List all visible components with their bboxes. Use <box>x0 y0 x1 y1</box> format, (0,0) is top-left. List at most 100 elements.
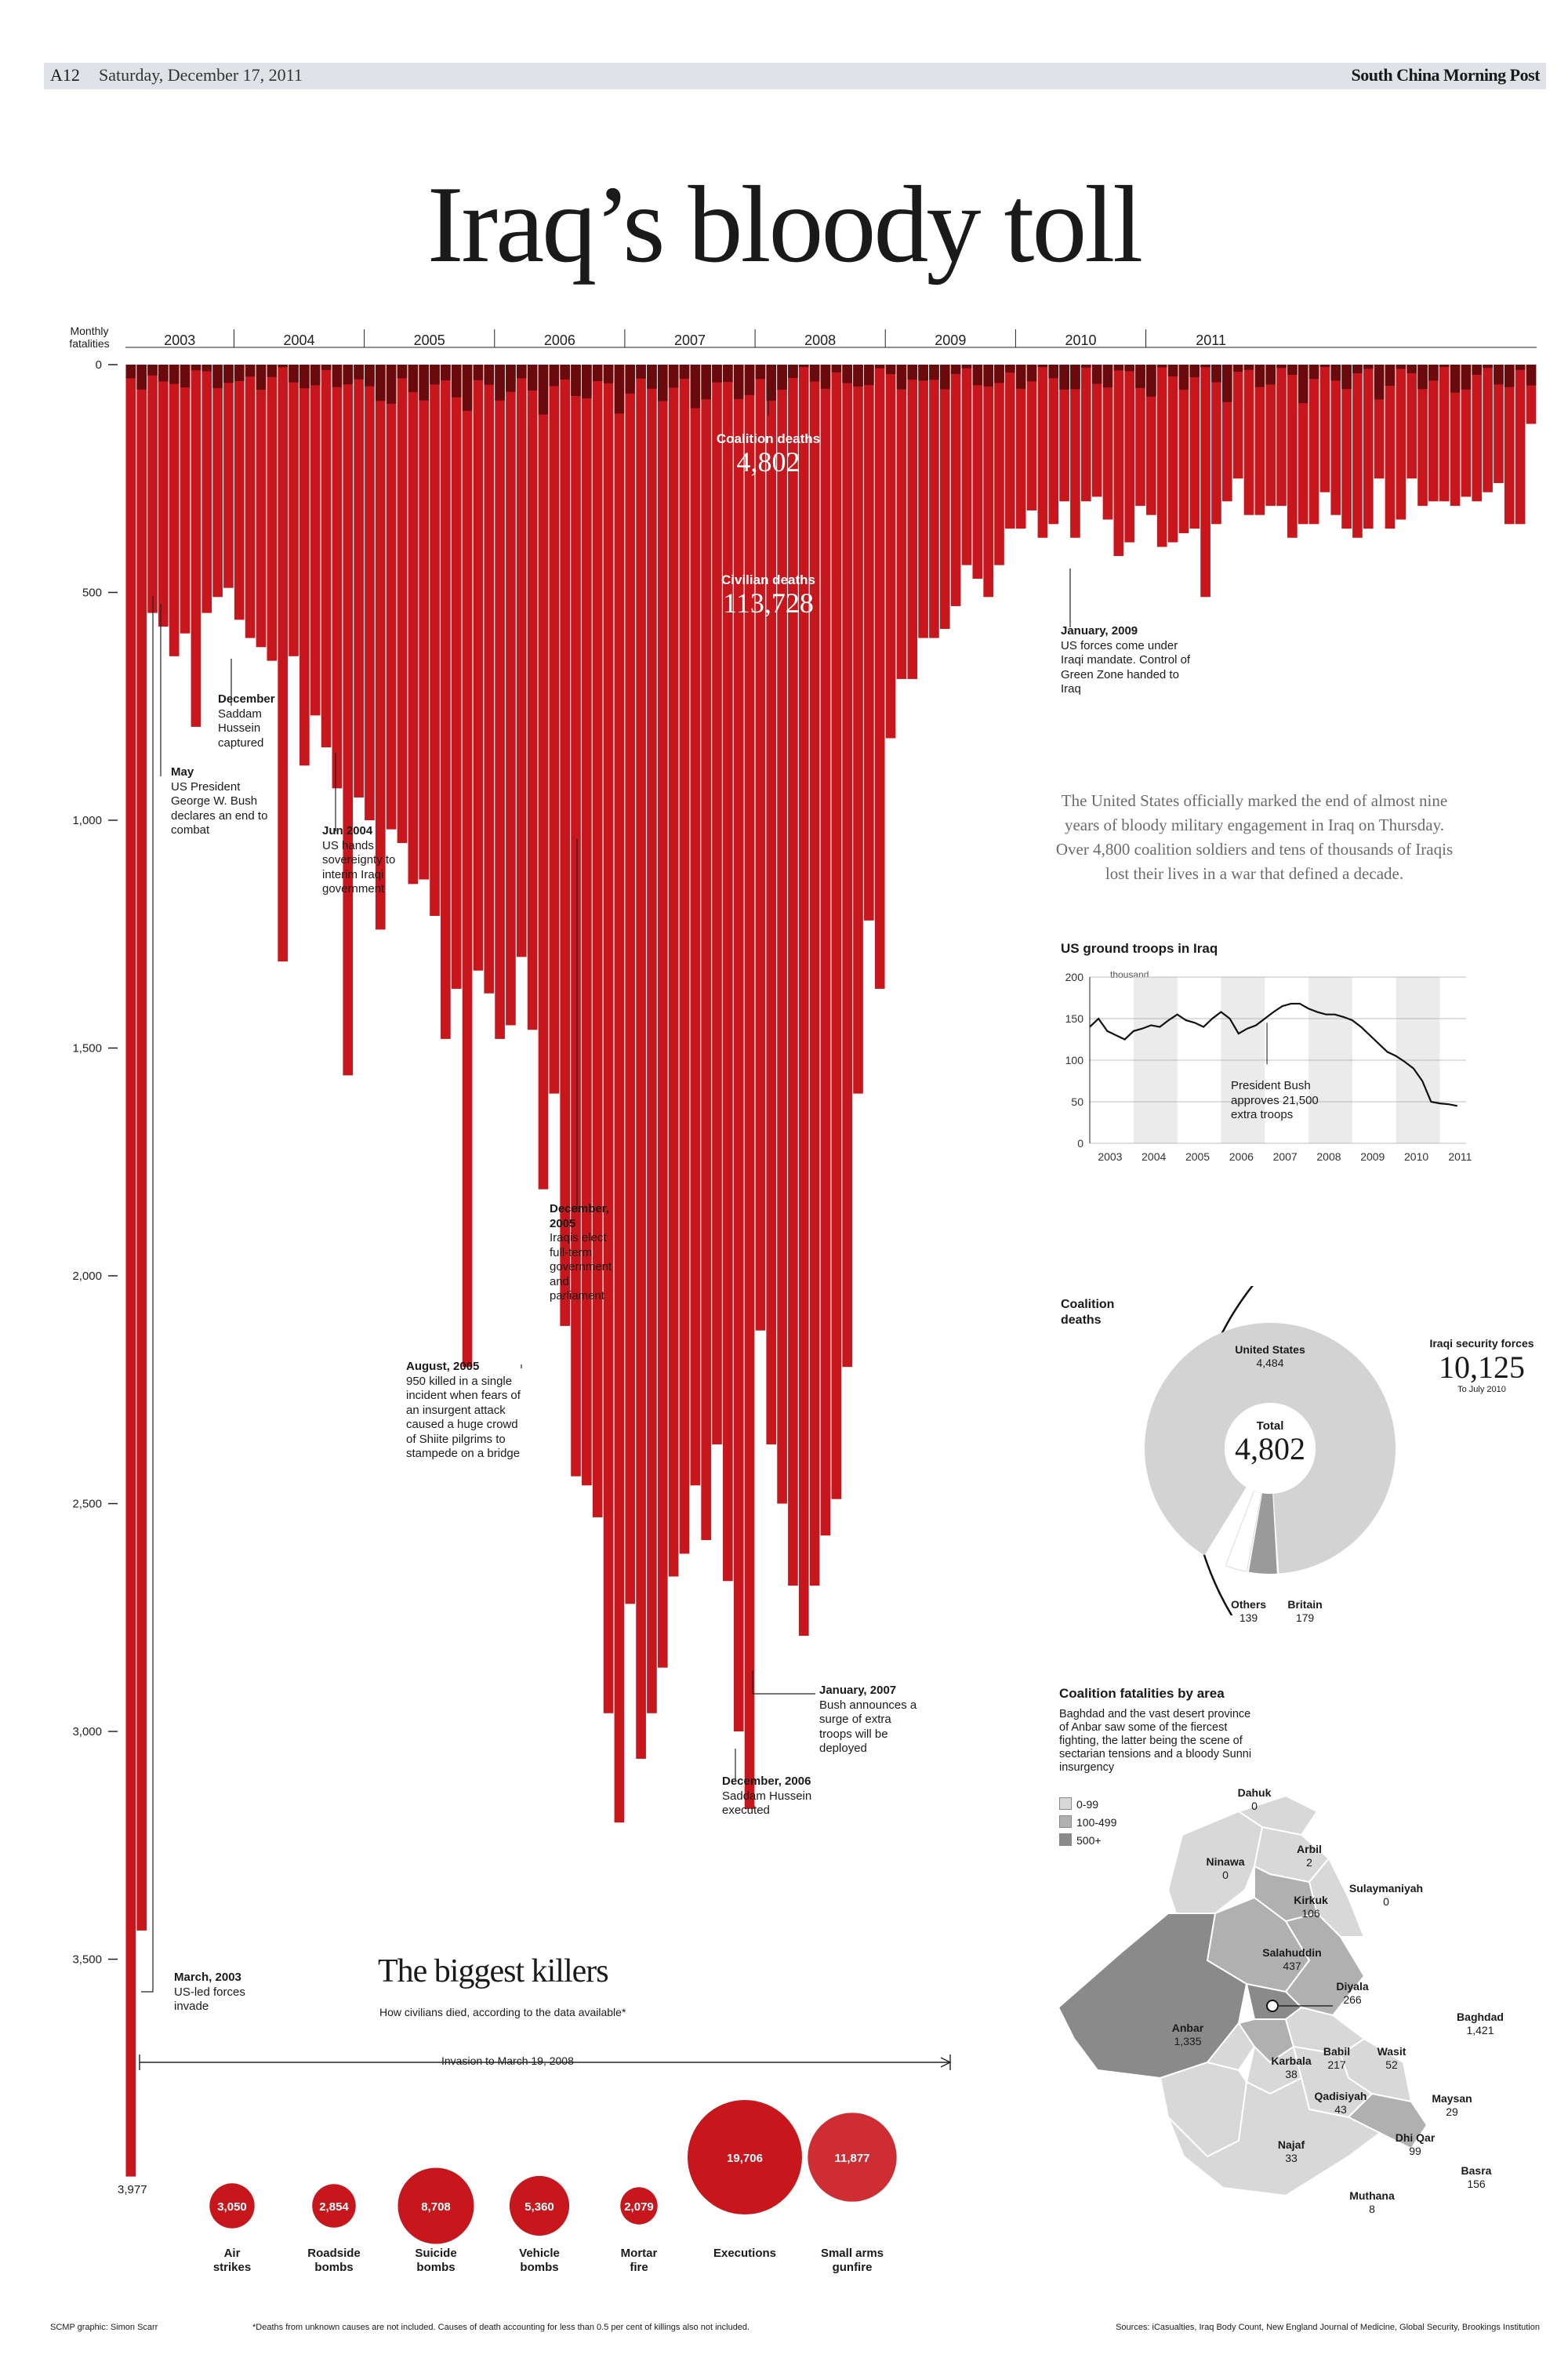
civilian-bar <box>1178 365 1189 533</box>
civilian-total-label: Civilian deaths <box>721 572 815 587</box>
annotation-leader <box>141 596 154 1993</box>
civilian-bar <box>657 365 668 1668</box>
region-name: Dahuk <box>1237 1786 1272 1799</box>
coalition-bar <box>397 365 408 379</box>
civilian-bar <box>755 365 766 1331</box>
coalition-bar <box>1026 365 1037 382</box>
region-name: Najaf <box>1277 2138 1305 2151</box>
civilian-bar <box>180 365 191 634</box>
x-tick-label: 2008 <box>1316 1150 1341 1163</box>
annotation-head: May <box>171 765 194 779</box>
annotation-body: Iraqis elect full-term government and pa… <box>550 1231 612 1302</box>
coalition-bar <box>245 365 256 377</box>
coalition-bar <box>1265 365 1276 385</box>
coalition-bar <box>441 365 451 381</box>
annotation-head: January, 2009 <box>1061 624 1138 638</box>
coalition-bar <box>1037 365 1048 368</box>
coalition-bar <box>1167 365 1178 377</box>
region-value: 1,421 <box>1466 2024 1494 2036</box>
civilian-bar <box>907 365 918 679</box>
civilian-bar <box>831 365 842 1499</box>
region-value: 106 <box>1301 1907 1320 1920</box>
civilian-bar <box>820 365 831 1536</box>
y-tick-label: 50 <box>1071 1095 1083 1108</box>
coalition-bar <box>896 365 907 390</box>
coalition-bar <box>462 365 473 411</box>
civilian-bar <box>766 365 777 1444</box>
civilian-bar <box>1189 365 1200 529</box>
civilian-bar <box>321 365 332 748</box>
coalition-bar <box>907 365 918 380</box>
coalition-bar <box>1287 365 1298 375</box>
civilian-bar <box>1472 365 1483 502</box>
baghdad-marker <box>1266 2000 1279 2012</box>
civilian-bar <box>625 365 636 1604</box>
civilian-bar <box>1287 365 1298 538</box>
annotation-body: US hands sovereignty to interim Iraqi go… <box>322 838 396 896</box>
civilian-bar <box>1135 365 1145 507</box>
coalition-bar <box>408 365 419 393</box>
killers-period: Invasion to March 19, 2008 <box>435 2054 580 2067</box>
legend-label: 0-99 <box>1076 1798 1099 1811</box>
total-value: 4,802 <box>1235 1431 1305 1466</box>
civilian-bar <box>842 365 852 1368</box>
civilian-bar <box>939 365 950 629</box>
civilian-bar <box>549 365 560 1094</box>
coalition-bar <box>516 365 527 379</box>
killer-category: Air <box>224 2247 241 2260</box>
annotation-body: Saddam Hussein captured <box>218 707 264 750</box>
annotation-dec2005: December, 2005 Iraqis elect full-term gov… <box>550 1202 624 1304</box>
coalition-bar <box>1483 365 1493 369</box>
coalition-bar <box>1428 365 1439 381</box>
region-value: 0 <box>1222 1869 1229 1881</box>
civilian-bar <box>1146 365 1156 515</box>
coalition-bar <box>657 365 668 401</box>
civilian-bar <box>972 365 983 579</box>
coalition-bar <box>1124 365 1134 372</box>
civilian-bar <box>1059 365 1069 502</box>
civilian-bar <box>1330 365 1341 515</box>
y-tick-label: 0 <box>1077 1137 1083 1150</box>
year-label: 2010 <box>1065 332 1096 348</box>
year-label: 2008 <box>804 332 836 348</box>
region-value: 29 <box>1446 2105 1458 2118</box>
map-label-diyala: Diyala 266 <box>1305 1980 1399 2007</box>
coalition-bar <box>983 365 993 387</box>
killer-category: Small arms <box>821 2247 884 2260</box>
map-description: Baghdad and the vast desert province of … <box>1059 1708 1252 1774</box>
civilian-bar <box>1276 365 1287 507</box>
troops-chart: 0 50 100 150 200 2003 2004 2005 2006 2007 2008 2009… <box>1065 971 1472 1163</box>
coalition-bar <box>766 365 777 401</box>
civilian-bar <box>527 365 538 1030</box>
civilian-total: Civilian deaths 113,728 <box>690 572 847 618</box>
y-tick-label: 1,000 <box>72 814 102 827</box>
civilian-bar <box>212 365 223 598</box>
coalition-bar <box>788 365 798 379</box>
coalition-bar <box>777 365 787 390</box>
civilian-bar <box>1417 365 1428 507</box>
coalition-bar <box>223 365 234 383</box>
coalition-bar <box>212 365 223 388</box>
coalition-bar <box>1439 365 1450 367</box>
region-name: Baghdad <box>1457 2011 1504 2023</box>
coalition-bar <box>506 365 516 392</box>
others-value: 139 <box>1239 1611 1258 1624</box>
coalition-bar <box>1221 365 1232 402</box>
coalition-bar <box>125 365 136 379</box>
civilian-bar <box>896 365 907 679</box>
coalition-bar <box>972 365 983 386</box>
year-label: 2004 <box>284 332 315 348</box>
coalition-bar <box>1146 365 1156 397</box>
others-label: Others 139 <box>1211 1598 1286 1625</box>
coalition-bar <box>842 365 852 383</box>
annotation-aug2005: August, 2005 950 killed in a single incid… <box>406 1360 524 1462</box>
annotation-head: Jun 2004 <box>322 824 373 837</box>
legend-item: 500+ <box>1059 1832 1116 1850</box>
region-name: Karbala <box>1271 2054 1312 2067</box>
region-name: Dhi Qar <box>1395 2131 1436 2144</box>
coalition-bar <box>299 365 310 389</box>
civilian-bar <box>473 365 484 971</box>
civilian-bar <box>885 365 896 739</box>
coalition-bar <box>712 365 722 383</box>
